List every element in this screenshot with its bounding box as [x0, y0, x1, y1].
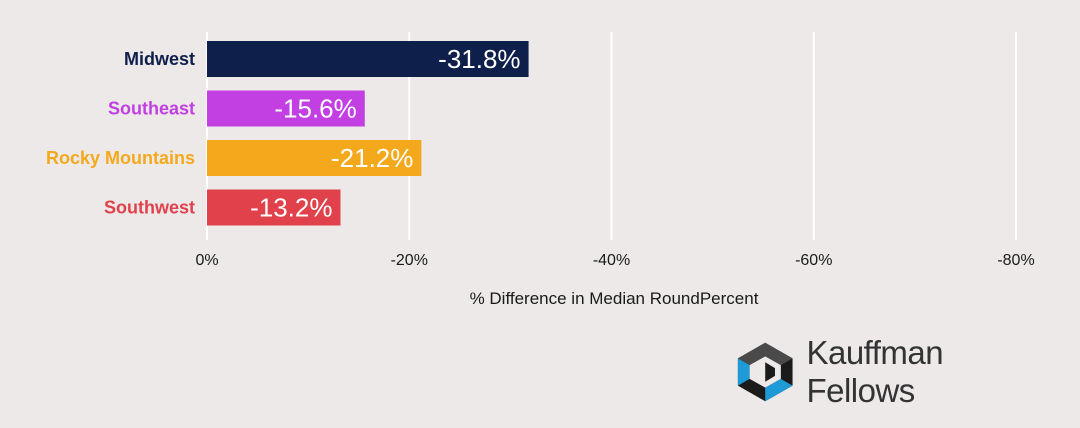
kauffman-fellows-logo-mark-icon	[737, 342, 793, 402]
category-label: Rocky Mountains	[46, 148, 195, 168]
category-labels: Midwest Southeast Rocky Mountains Southwest	[46, 49, 195, 218]
bar	[207, 41, 529, 77]
bar	[207, 189, 341, 226]
data-label: -15.6%	[274, 94, 356, 124]
data-label: -21.2%	[331, 143, 413, 173]
tick-label: -60%	[795, 252, 832, 269]
tick-label: -40%	[593, 252, 630, 269]
kauffman-fellows-logo: Kauffman Fellows	[734, 334, 1054, 409]
data-label: -13.2%	[250, 193, 332, 223]
tick-label: -20%	[391, 252, 428, 269]
tick-label: -80%	[997, 252, 1034, 269]
tick-label: 0%	[195, 252, 218, 269]
category-label: Midwest	[124, 49, 195, 69]
bars: -31.8% -15.6% -21.2% -13.2%	[207, 41, 529, 226]
bar	[207, 90, 365, 127]
category-label: Southwest	[104, 198, 195, 218]
category-label: Southeast	[108, 99, 195, 119]
tick-labels: 0% -20% -40% -60% -80%	[195, 252, 1034, 269]
bar	[207, 140, 422, 176]
logo-text: Kauffman Fellows	[806, 334, 944, 409]
x-axis-label: % Difference in Median RoundPercent	[470, 289, 759, 308]
bar-chart: -31.8% -15.6% -21.2% -13.2% Midwest Southeas…	[46, 32, 1035, 308]
data-label: -31.8%	[438, 44, 520, 74]
